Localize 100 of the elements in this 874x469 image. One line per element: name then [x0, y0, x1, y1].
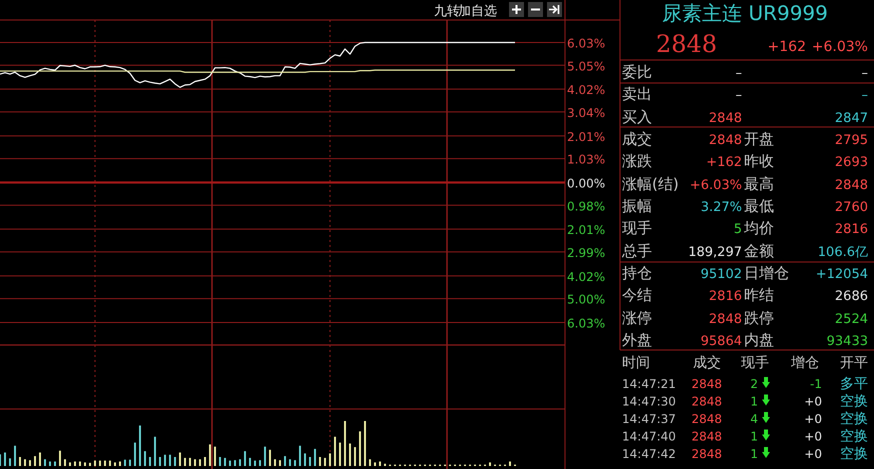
- y-tick-label: 0.00%: [567, 176, 606, 190]
- text: 买入: [622, 108, 652, 126]
- y-tick-label: 0.98%: [567, 199, 606, 214]
- y-tick-label: 3.04%: [567, 106, 606, 120]
- text: +0: [804, 447, 822, 461]
- bar: [369, 459, 371, 466]
- text: 14:47:37: [622, 412, 676, 426]
- bar: [139, 426, 141, 466]
- text: 开盘: [744, 130, 774, 148]
- bar: [79, 462, 81, 466]
- text: 189,297: [688, 245, 742, 260]
- text: 均价: [743, 219, 774, 237]
- text: 14:47:21: [622, 377, 676, 391]
- text: 2847: [834, 111, 868, 126]
- bar: [259, 460, 261, 466]
- bar: [49, 462, 51, 466]
- bar: [174, 457, 176, 466]
- bar: [314, 448, 316, 466]
- bar: [239, 459, 241, 466]
- bar: [359, 431, 361, 466]
- text: +162: [768, 39, 806, 55]
- bar: [294, 460, 296, 466]
- text: 95864: [700, 334, 742, 349]
- text: 2848: [656, 30, 718, 58]
- text: 九转: [434, 4, 460, 19]
- text: 2848: [708, 312, 742, 327]
- y-tick-label: 5.05%: [567, 59, 606, 74]
- text: 2848: [691, 412, 722, 426]
- bar: [364, 421, 366, 466]
- y-tick-label: 6.03%: [567, 316, 606, 330]
- text: 空换: [840, 428, 868, 444]
- bar: [354, 447, 356, 466]
- bar: [94, 460, 96, 466]
- bar: [149, 457, 151, 466]
- text: 开平: [840, 355, 868, 371]
- text: 振幅: [622, 197, 652, 215]
- bar: [489, 462, 491, 466]
- bar: [29, 460, 31, 466]
- text: +0: [804, 394, 822, 408]
- text: 4: [750, 412, 758, 426]
- bar: [319, 457, 321, 466]
- text: 2795: [834, 133, 868, 148]
- bar: [54, 462, 56, 466]
- bar: [379, 462, 381, 466]
- bar: [304, 453, 306, 466]
- text: 外盘: [622, 331, 652, 349]
- bar: [284, 456, 286, 466]
- text: 14:47:30: [622, 394, 676, 408]
- bar: [334, 436, 336, 466]
- text: –: [736, 88, 742, 103]
- text: 2848: [834, 178, 868, 193]
- text: 涨幅(结): [622, 175, 679, 193]
- bar: [109, 460, 111, 466]
- text: 93433: [826, 334, 868, 349]
- bar: [324, 458, 326, 466]
- bar: [84, 462, 86, 466]
- y-tick-label: 6.03%: [567, 36, 606, 51]
- text: +162: [706, 155, 742, 170]
- text: 跌停: [744, 309, 774, 327]
- text: 空换: [840, 411, 868, 427]
- bar: [274, 459, 276, 466]
- bar: [64, 459, 66, 466]
- bar: [509, 462, 511, 466]
- bar: [299, 446, 301, 466]
- bar: [194, 459, 196, 466]
- bar: [14, 446, 16, 466]
- text: 95102: [700, 267, 742, 282]
- text: 金额: [744, 242, 774, 260]
- text: 1: [750, 447, 758, 461]
- bar: [224, 458, 226, 466]
- text: 106.6亿: [818, 245, 868, 260]
- text: 今结: [622, 286, 652, 304]
- bar: [329, 453, 331, 466]
- bar: [309, 457, 311, 466]
- text: 14:47:40: [622, 430, 676, 444]
- text: 2524: [834, 312, 868, 327]
- bar: [159, 457, 161, 466]
- bar: [114, 462, 116, 466]
- bar: [254, 460, 256, 466]
- bar: [289, 459, 291, 466]
- text: 增仓: [790, 355, 819, 371]
- text: 2693: [834, 155, 868, 170]
- bar: [59, 450, 61, 466]
- text: 2848: [691, 447, 722, 461]
- text: 时间: [622, 355, 650, 371]
- bar: [189, 458, 191, 466]
- y-tick-label: 5.00%: [567, 292, 606, 307]
- text: 2848: [708, 133, 742, 148]
- bar: [199, 459, 201, 466]
- text: –: [862, 88, 868, 103]
- text: 总手: [621, 242, 652, 260]
- bar: [34, 456, 36, 466]
- text: 14:47:42: [622, 447, 676, 461]
- bar: [264, 446, 266, 466]
- text: -1: [810, 377, 822, 391]
- bar: [124, 460, 126, 466]
- text: +12054: [816, 267, 868, 282]
- text: 2816: [708, 289, 742, 304]
- bar: [279, 460, 281, 466]
- bar: [19, 457, 21, 466]
